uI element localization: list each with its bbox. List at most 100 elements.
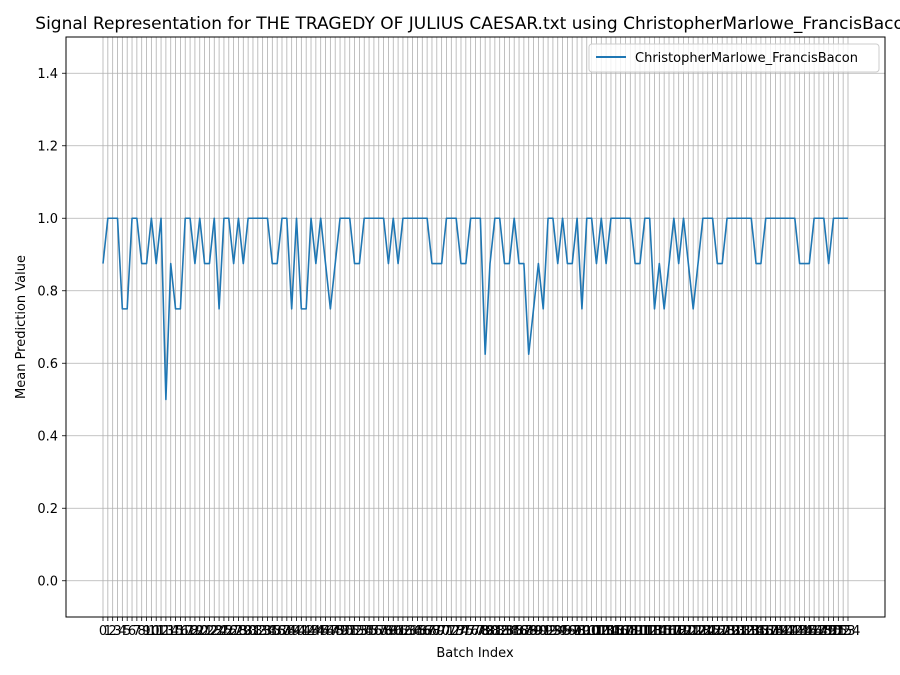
data-point [537, 262, 539, 264]
data-point [566, 262, 568, 264]
data-point [532, 308, 534, 310]
x-tick-label: 127 [705, 624, 730, 639]
data-point [605, 262, 607, 264]
x-tick-label: 7 [133, 624, 141, 639]
data-point [692, 308, 694, 310]
x-tick-label: 50 [337, 624, 354, 639]
x-tick-label: 64 [404, 624, 421, 639]
x-tick-label: 15 [167, 624, 184, 639]
data-point [208, 262, 210, 264]
x-tick-label: 9 [142, 624, 150, 639]
x-tick-label: 10 [143, 624, 160, 639]
data-point [339, 217, 341, 219]
x-tick-label: 106 [603, 624, 628, 639]
data-point [440, 262, 442, 264]
data-point [687, 262, 689, 264]
data-point [716, 262, 718, 264]
data-point [378, 217, 380, 219]
data-point [107, 217, 109, 219]
x-axis-label: Batch Index [436, 646, 514, 661]
x-tick-label: 85 [506, 624, 523, 639]
data-point [141, 262, 143, 264]
x-tick-label: 73 [448, 624, 465, 639]
data-point [547, 217, 549, 219]
x-tick-label: 44 [308, 624, 325, 639]
data-point [755, 262, 757, 264]
data-point [319, 217, 321, 219]
data-point [397, 262, 399, 264]
x-tick-label: 149 [811, 624, 836, 639]
data-point [586, 217, 588, 219]
x-tick-label: 39 [283, 624, 300, 639]
data-point [503, 262, 505, 264]
data-point [136, 217, 138, 219]
x-tick-label: 109 [618, 624, 643, 639]
data-point [455, 217, 457, 219]
data-point [387, 262, 389, 264]
data-point [189, 217, 191, 219]
chart-title: Signal Representation for THE TRAGEDY OF… [35, 14, 900, 34]
data-point [344, 217, 346, 219]
x-tick-label: 40 [288, 624, 305, 639]
y-axis-label: Mean Prediction Value [14, 255, 29, 399]
x-tick-label: 116 [652, 624, 677, 639]
x-tick-label: 118 [661, 624, 686, 639]
x-tick-label: 41 [293, 624, 310, 639]
x-tick-label: 38 [279, 624, 296, 639]
data-point [358, 262, 360, 264]
x-tick-label: 2 [109, 624, 117, 639]
x-tick-label: 117 [657, 624, 682, 639]
data-point [116, 217, 118, 219]
x-tick-label: 110 [623, 624, 648, 639]
x-tick-label: 75 [458, 624, 475, 639]
x-tick-label: 13 [158, 624, 175, 639]
x-tick-label: 70 [433, 624, 450, 639]
data-point [639, 262, 641, 264]
x-tick-label: 112 [632, 624, 657, 639]
x-tick-label: 129 [715, 624, 740, 639]
x-tick-label: 135 [744, 624, 769, 639]
x-tick-label: 95 [554, 624, 571, 639]
data-point [813, 217, 815, 219]
x-tick-label: 58 [375, 624, 392, 639]
x-tick-label: 147 [802, 624, 827, 639]
x-tick-label: 150 [816, 624, 841, 639]
data-point [494, 217, 496, 219]
data-point [581, 308, 583, 310]
data-point [736, 217, 738, 219]
data-point [794, 217, 796, 219]
data-point [479, 217, 481, 219]
x-tick-label: 91 [535, 624, 552, 639]
data-point [677, 262, 679, 264]
x-tick-label: 102 [584, 624, 609, 639]
data-point [774, 217, 776, 219]
data-point [271, 262, 273, 264]
x-tick-label: 134 [739, 624, 764, 639]
data-point [363, 217, 365, 219]
data-point [653, 308, 655, 310]
x-ticks: 0123456789101112131415161718192021222324… [99, 617, 860, 639]
x-tick-label: 54 [356, 624, 373, 639]
data-point [571, 262, 573, 264]
x-tick-label: 59 [380, 624, 397, 639]
x-tick-label: 24 [211, 624, 228, 639]
x-tick-label: 0 [99, 624, 107, 639]
x-tick-label: 86 [511, 624, 528, 639]
data-point [170, 262, 172, 264]
data-point [203, 262, 205, 264]
x-tick-label: 48 [327, 624, 344, 639]
x-tick-label: 12 [153, 624, 170, 639]
data-point [842, 217, 844, 219]
x-tick-label: 94 [549, 624, 566, 639]
x-tick-label: 37 [274, 624, 291, 639]
data-point [837, 217, 839, 219]
x-tick-label: 21 [196, 624, 213, 639]
data-point [561, 217, 563, 219]
data-point [663, 308, 665, 310]
data-point [474, 217, 476, 219]
x-tick-label: 142 [778, 624, 803, 639]
data-point [411, 217, 413, 219]
x-tick-label: 25 [216, 624, 233, 639]
x-tick-label: 97 [564, 624, 581, 639]
data-point [595, 262, 597, 264]
